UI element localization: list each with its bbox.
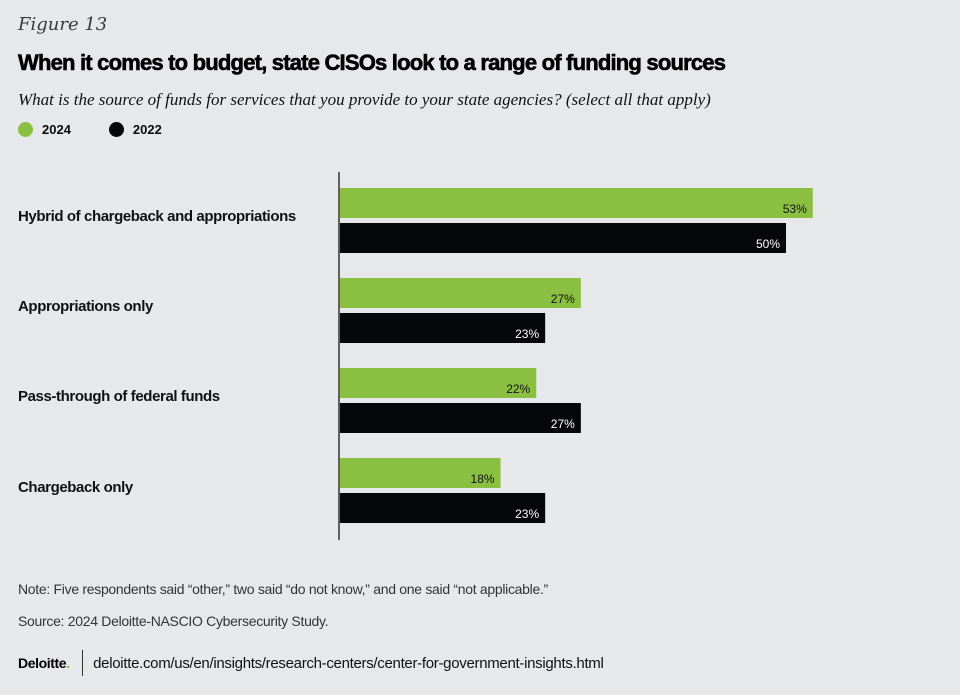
legend-label-2022: 2022 xyxy=(132,122,162,137)
bar-2024 xyxy=(340,368,537,398)
legend-label-2024: 2024 xyxy=(42,122,71,137)
legend: 2024 2022 xyxy=(18,122,200,137)
legend-item-2024: 2024 xyxy=(18,122,71,137)
data-label-2022: 23% xyxy=(515,327,539,341)
footer: Deloitte. deloitte.com/us/en/insights/re… xyxy=(18,650,604,676)
bar-chart: 53% 50% 27% 23% 22% 27% 18% 23% xyxy=(338,172,813,540)
bar-2022 xyxy=(340,223,786,253)
bar-2024 xyxy=(340,188,813,218)
category-label: Chargeback only xyxy=(18,479,133,496)
data-label-2024: 27% xyxy=(551,292,575,306)
category-label: Appropriations only xyxy=(18,298,153,315)
data-label-2024: 22% xyxy=(506,382,530,396)
footer-divider xyxy=(81,650,84,676)
legend-swatch-2022 xyxy=(108,122,124,137)
bar-2024 xyxy=(340,278,581,308)
bar-2022 xyxy=(340,493,546,523)
category-label: Hybrid of chargeback and appropriations xyxy=(18,208,296,225)
bar-2022 xyxy=(340,403,581,433)
category-label: Pass-through of federal funds xyxy=(18,388,220,405)
bar-2022 xyxy=(340,313,546,343)
data-label-2022: 50% xyxy=(756,237,780,251)
data-label-2024: 18% xyxy=(471,472,495,486)
data-label-2024: 53% xyxy=(783,202,807,216)
data-label-2022: 23% xyxy=(515,507,539,521)
deloitte-logo: Deloitte. xyxy=(18,655,70,671)
chart-subtitle: What is the source of funds for services… xyxy=(18,90,711,109)
chart-title: When it comes to budget, state CISOs loo… xyxy=(18,50,727,76)
figure-number: Figure 13 xyxy=(18,14,108,35)
logo-dot: . xyxy=(66,655,70,671)
logo-text: Deloitte xyxy=(18,655,67,671)
chart-source: Source: 2024 Deloitte-NASCIO Cybersecuri… xyxy=(18,613,329,629)
data-label-2022: 27% xyxy=(551,417,575,431)
chart-note: Note: Five respondents said “other,” two… xyxy=(18,581,548,597)
legend-swatch-2024 xyxy=(18,122,33,137)
legend-item-2022: 2022 xyxy=(108,122,162,137)
bar-2024 xyxy=(340,458,501,488)
footer-url-link[interactable]: deloitte.com/us/en/insights/research-cen… xyxy=(93,654,604,672)
